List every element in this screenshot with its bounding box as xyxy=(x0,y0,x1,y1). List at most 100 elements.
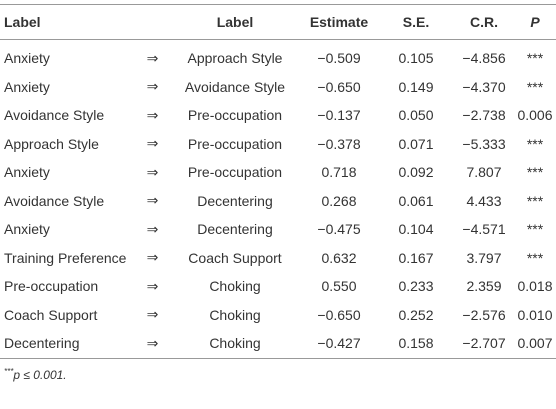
table-cell: Avoidance Style xyxy=(4,107,105,124)
table-cell: −2.576 xyxy=(462,306,506,323)
table-cell: 0.233 xyxy=(398,278,434,295)
table-cell: 2.359 xyxy=(466,278,502,295)
table-cell: 0.092 xyxy=(398,164,434,181)
table-cell: Approach Style xyxy=(187,50,283,67)
header-cell: Estimate xyxy=(300,4,378,40)
header-cell: Label xyxy=(170,4,300,40)
table-cell: Anxiety xyxy=(4,164,50,181)
table-cell: 0.010 xyxy=(517,306,553,323)
table-cell: −0.378 xyxy=(317,135,361,152)
table-cell: Avoidance Style xyxy=(184,78,286,95)
table-cell: 0.718 xyxy=(321,164,357,181)
table-cell: ⇒ xyxy=(146,334,159,351)
table-cell: ⇒ xyxy=(146,163,159,180)
table-row: Avoidance Style ⇒ Pre-occupation −0.137 0.05… xyxy=(0,101,556,130)
table-cell: −0.650 xyxy=(317,306,361,323)
table-cell: *** xyxy=(526,78,544,95)
table-cell: −2.738 xyxy=(462,107,506,124)
table-cell: 4.433 xyxy=(466,192,502,209)
table-cell: Coach Support xyxy=(4,306,98,323)
table-cell: 0.158 xyxy=(398,335,434,352)
footnote: ***p ≤ 0.001. xyxy=(4,367,556,382)
table-cell: −0.137 xyxy=(317,107,361,124)
header-row: Label Label Estimate S.E. C.R. P xyxy=(0,4,556,40)
table-cell: Avoidance Style xyxy=(4,192,105,209)
table-cell: *** xyxy=(526,221,544,238)
table-cell: −5.333 xyxy=(462,135,506,152)
table-cell: Choking xyxy=(209,335,261,352)
table-row: Coach Support ⇒ Choking −0.650 0.252 −2.576 0.… xyxy=(0,301,556,330)
table-row: Avoidance Style ⇒ Decentering 0.268 0.061 4.4… xyxy=(0,187,556,216)
table-row: Anxiety ⇒ Avoidance Style −0.650 0.149 −4.370… xyxy=(0,73,556,102)
table-cell: −0.475 xyxy=(317,221,361,238)
table-cell: −2.707 xyxy=(462,335,506,352)
page: Label Label Estimate S.E. C.R. P Anxiety… xyxy=(0,4,556,409)
table-cell: *** xyxy=(526,50,544,67)
table-cell: Pre-occupation xyxy=(187,107,283,124)
table-cell: −0.650 xyxy=(317,78,361,95)
table-cell: ⇒ xyxy=(146,135,159,152)
table-cell: 3.797 xyxy=(466,249,502,266)
table-row: Pre-occupation ⇒ Choking 0.550 0.233 2.359 0.0… xyxy=(0,272,556,301)
table-cell: Pre-occupation xyxy=(4,278,99,295)
table-cell: 0.050 xyxy=(398,107,434,124)
header-cell: C.R. xyxy=(454,4,514,40)
table-cell: Training Preference xyxy=(4,249,127,266)
table-cell: Coach Support xyxy=(188,249,282,266)
table-cell: 0.071 xyxy=(398,135,434,152)
table-cell: *** xyxy=(526,192,544,209)
table-row: Anxiety ⇒ Decentering −0.475 0.104 −4.571 *** xyxy=(0,215,556,244)
table-cell: 0.632 xyxy=(321,249,357,266)
table-cell: Pre-occupation xyxy=(187,135,283,152)
footnote-text: p ≤ 0.001. xyxy=(13,367,67,382)
table-row: Decentering ⇒ Choking −0.427 0.158 −2.707 0.00… xyxy=(0,329,556,358)
table-cell: 0.550 xyxy=(321,278,357,295)
table-cell: Anxiety xyxy=(4,78,50,95)
footnote-mark: *** xyxy=(4,366,14,376)
table-cell: −0.509 xyxy=(317,50,361,67)
table-cell: Decentering xyxy=(197,221,273,238)
table-cell: 0.252 xyxy=(398,306,434,323)
table-cell: 0.167 xyxy=(398,249,434,266)
table-cell: 0.268 xyxy=(321,192,357,209)
table-cell: Decentering xyxy=(197,192,273,209)
header-cell: P xyxy=(514,4,556,40)
table-cell: 0.061 xyxy=(398,192,434,209)
table-row: Approach Style ⇒ Pre-occupation −0.378 0.071… xyxy=(0,130,556,159)
table-cell: Approach Style xyxy=(4,135,99,152)
table-row: Anxiety ⇒ Pre-occupation 0.718 0.092 7.807 *** xyxy=(0,158,556,187)
table-cell: ⇒ xyxy=(146,106,159,123)
table-cell: 7.807 xyxy=(466,164,502,181)
table-cell: ⇒ xyxy=(146,49,159,66)
table-cell: 0.105 xyxy=(398,50,434,67)
table-row: Anxiety ⇒ Approach Style −0.509 0.105 −4.856 *… xyxy=(0,40,556,73)
table-cell: Pre-occupation xyxy=(187,164,283,181)
table-cell: ⇒ xyxy=(146,249,159,266)
table-cell: Anxiety xyxy=(4,50,50,67)
table-cell: ⇒ xyxy=(146,277,159,294)
table-row: Training Preference ⇒ Coach Support 0.632 0.… xyxy=(0,244,556,273)
table-cell: ⇒ xyxy=(146,220,159,237)
table-cell: Decentering xyxy=(4,335,80,352)
table-cell: 0.006 xyxy=(517,107,553,124)
header-cell: Label xyxy=(0,4,135,40)
table-body: Anxiety ⇒ Approach Style −0.509 0.105 −4.856 *… xyxy=(0,40,556,359)
data-table: Label Label Estimate S.E. C.R. P Anxiety… xyxy=(0,4,556,359)
header-cell: S.E. xyxy=(378,4,454,40)
table-cell: *** xyxy=(526,249,544,266)
table-cell: Choking xyxy=(209,278,261,295)
table-cell: Anxiety xyxy=(4,221,50,238)
table-cell: −0.427 xyxy=(317,335,361,352)
header-cell-empty xyxy=(135,4,170,40)
table-cell: Choking xyxy=(209,306,261,323)
table-cell: ⇒ xyxy=(146,78,159,95)
table-cell: *** xyxy=(526,135,544,152)
table-cell: 0.007 xyxy=(517,335,553,352)
table-cell: ⇒ xyxy=(146,306,159,323)
table-cell: −4.370 xyxy=(462,78,506,95)
table-cell: *** xyxy=(526,164,544,181)
table-cell: 0.018 xyxy=(517,278,553,295)
table-cell: 0.149 xyxy=(398,78,434,95)
table-cell: ⇒ xyxy=(146,192,159,209)
table-cell: 0.104 xyxy=(398,221,434,238)
